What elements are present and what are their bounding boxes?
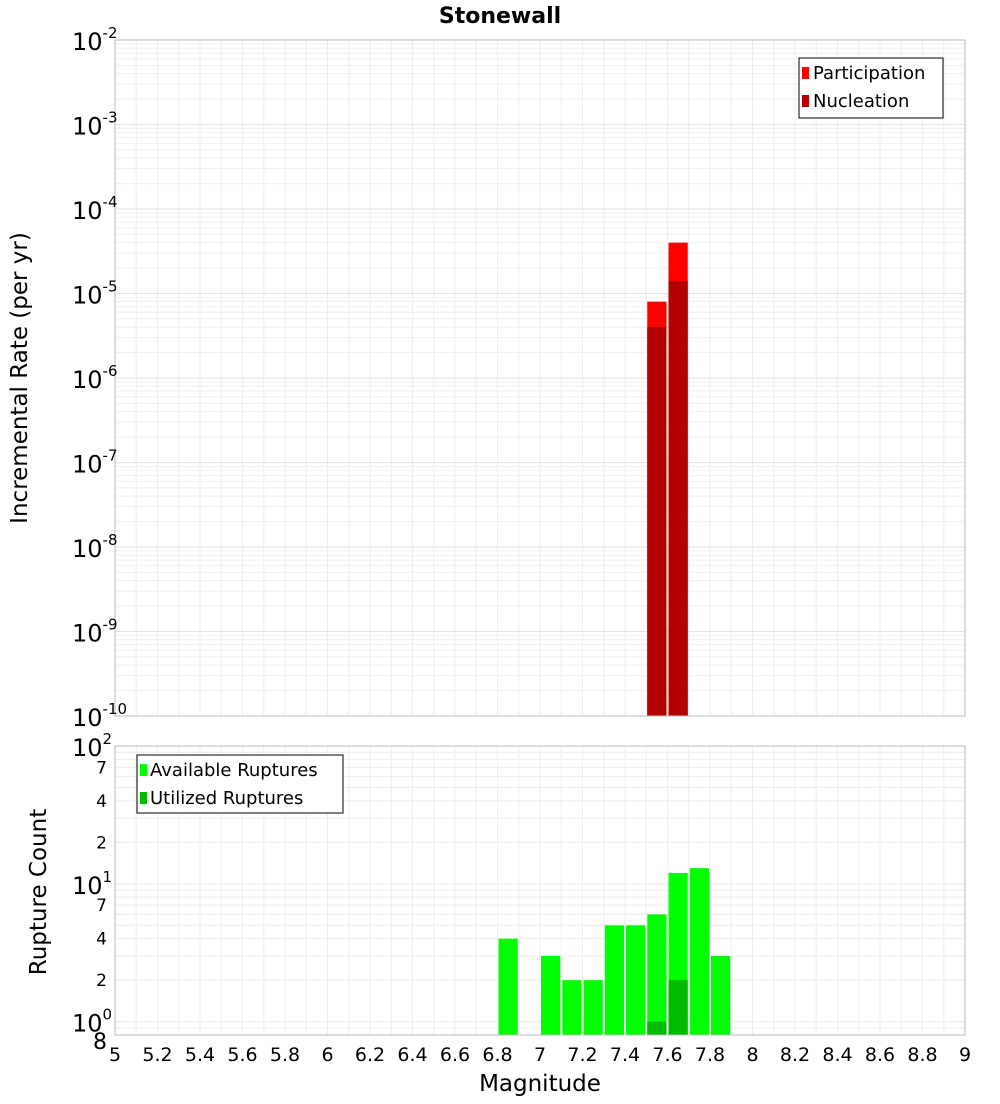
x-tick-label: 8: [746, 1044, 758, 1066]
y-tick-label: 10-10: [72, 700, 127, 732]
x-tick-label: 6.6: [440, 1044, 470, 1066]
bar-available-ruptures: [626, 925, 646, 1035]
x-tick-label: 6.4: [397, 1044, 427, 1066]
bottom-y-axis-label: Rupture Count: [26, 809, 52, 975]
x-tick-label: 5.4: [185, 1044, 215, 1066]
y-tick-label: 8: [93, 1030, 107, 1055]
x-tick-label: 8.8: [907, 1044, 937, 1066]
bar-available-ruptures: [604, 925, 624, 1035]
legend-label-participation: Participation: [813, 63, 925, 84]
bar-nucleation: [668, 281, 688, 716]
y-tick-label: 2: [96, 971, 107, 991]
bar-available-ruptures: [583, 980, 603, 1035]
x-tick-label: 7: [534, 1044, 546, 1066]
bottom-legend-box: [136, 754, 344, 814]
bottom-plot-frame: [114, 745, 966, 1036]
y-tick-label: 7: [96, 758, 107, 778]
legend-label-utilized-ruptures: Utilized Ruptures: [150, 788, 303, 809]
legend-swatch-utilized-ruptures: [140, 792, 147, 804]
bottom-legend: Available Ruptures Utilized Ruptures: [136, 754, 344, 814]
x-tick-label: 7.4: [610, 1044, 640, 1066]
top-plot-bars: [647, 242, 688, 717]
legend-swatch-participation: [802, 67, 809, 79]
legend-label-available-ruptures: Available Ruptures: [150, 760, 318, 781]
chart-title: Stonewall: [439, 4, 561, 29]
top-legend: Participation Nucleation: [798, 57, 944, 119]
y-tick-label: 7: [96, 896, 107, 916]
x-tick-label: 6.8: [482, 1044, 512, 1066]
top-plot-grid: [114, 40, 966, 717]
bar-available-ruptures: [711, 955, 731, 1035]
bar-available-ruptures: [541, 955, 561, 1035]
x-tick-label: 8.2: [780, 1044, 810, 1066]
top-plot-frame: [114, 39, 966, 717]
x-tick-labels: 5 5.2 5.4 5.6 5.8 6 6.2 6.4 6.6 6.8 7 7.2 7.4 7.6 7.8 8…: [109, 1044, 971, 1066]
top-y-axis-label: Incremental Rate (per yr): [7, 232, 33, 524]
x-tick-label: 5.6: [227, 1044, 257, 1066]
bar-utilized-ruptures: [668, 980, 688, 1035]
bar-available-ruptures: [498, 938, 518, 1035]
bar-available-ruptures: [562, 980, 582, 1035]
legend-swatch-nucleation: [802, 95, 809, 107]
y-tick-label: 4: [96, 792, 107, 812]
x-tick-label: 6.2: [355, 1044, 385, 1066]
bottom-plot-bars: [498, 868, 731, 1035]
x-tick-label: 7.2: [567, 1044, 597, 1066]
y-tick-label: 10-8: [72, 531, 118, 563]
x-tick-label: 6: [321, 1044, 333, 1066]
x-tick-label: 7.6: [652, 1044, 682, 1066]
x-tick-label: 8.4: [822, 1044, 852, 1066]
y-tick-label: 2: [96, 833, 107, 853]
x-tick-label: 5.8: [270, 1044, 300, 1066]
x-tick-label: 7.8: [695, 1044, 725, 1066]
x-tick-label: 5.2: [142, 1044, 172, 1066]
x-tick-label: 8.6: [865, 1044, 895, 1066]
x-tick-label: 5: [109, 1044, 121, 1066]
bar-available-ruptures: [647, 914, 667, 1035]
legend-label-nucleation: Nucleation: [813, 91, 909, 112]
bar-utilized-ruptures: [647, 1021, 667, 1035]
x-axis-label: Magnitude: [479, 1071, 601, 1097]
bar-available-ruptures: [689, 868, 709, 1035]
legend-swatch-available-ruptures: [140, 764, 147, 776]
bar-nucleation: [647, 327, 667, 716]
x-tick-label: 9: [959, 1044, 971, 1066]
top-legend-box: [798, 57, 944, 119]
y-tick-label: 4: [96, 930, 107, 950]
